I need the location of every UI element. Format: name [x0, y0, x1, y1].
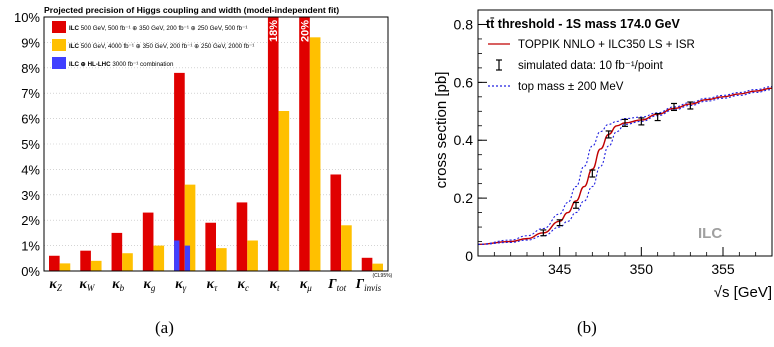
bar-ilc [205, 222, 216, 271]
bar-ilc [111, 232, 123, 271]
caption-a: (a) [155, 318, 174, 337]
panel-b-background [394, 0, 774, 310]
line-chart-legend: tt̄ threshold - 1S mass 174.0 GeV TOPPIK… [486, 17, 695, 93]
x-tick-label: κW [79, 277, 95, 293]
legend-marker-data [496, 59, 502, 71]
legend-title: tt̄ threshold - 1S mass 174.0 GeV [486, 17, 680, 31]
x-tick-label: 355 [711, 261, 735, 277]
y-tick-label: 0 [465, 248, 473, 264]
bar-ilc-upgrade [341, 225, 352, 271]
bar-hllhc [184, 245, 191, 271]
data-point [687, 101, 694, 110]
data-point [654, 113, 661, 122]
bar-ilc [80, 250, 91, 271]
bar-ilc [49, 255, 60, 271]
ilc-watermark: ILC [698, 225, 722, 242]
legend-swatch-ilc [52, 21, 66, 33]
bar-plot-frame [43, 16, 389, 272]
bar-ilc-upgrade [278, 110, 290, 271]
bar-ilc [330, 174, 342, 271]
data-point [638, 117, 645, 126]
legend-label-ilc: ILC 500 GeV, 500 fb⁻¹ ⊕ 350 GeV, 200 fb⁻… [69, 25, 247, 32]
x-tick-superscript: (CL95%) [372, 273, 392, 279]
x-axis-label: √s [GeV] [714, 284, 772, 301]
legend-swatch-hllhc [52, 57, 66, 69]
caption-b: (b) [577, 318, 597, 337]
y-tick-label: 3% [21, 188, 40, 203]
y-tick-label: 4% [21, 162, 40, 177]
ttbar-threshold-chart: cross section [pb] 0 0.2 0.4 0.6 0.8 345 350 3… [394, 0, 774, 310]
bar-ilc-upgrade [216, 248, 227, 271]
bar-ilc [299, 17, 310, 271]
panel-a-background [0, 0, 392, 310]
x-tick-label: κγ [175, 277, 186, 293]
legend-label-ilc-upgrade: ILC 500 GeV, 4000 fb⁻¹ ⊕ 350 GeV, 200 fb… [69, 43, 254, 50]
x-tick-label: Γtot [327, 277, 346, 293]
nnlo-curve [477, 87, 773, 246]
y-tick-label: 5% [21, 137, 40, 152]
x-tick-label: Γinvis [355, 277, 382, 293]
bar-chart-legend: ILC 500 GeV, 500 fb⁻¹ ⊕ 350 GeV, 200 fb⁻… [52, 21, 254, 69]
overflow-value-label: 18% [268, 20, 280, 42]
legend-swatch-ilc-upgrade [52, 39, 66, 51]
data-point [573, 201, 579, 209]
y-tick-label: 0% [21, 264, 40, 279]
bar-chart-title: Projected precision of Higgs coupling an… [44, 5, 339, 15]
line-plot-frame [477, 9, 773, 257]
y-tick-label: 0.2 [454, 190, 474, 206]
data-point [556, 219, 563, 227]
x-tick-label: κμ [300, 277, 312, 293]
legend-label-mass-variation: top mass ± 200 MeV [518, 81, 624, 93]
mass-plus-curve [477, 89, 773, 245]
bar-ilc-upgrade [90, 260, 102, 271]
bar-ilc-upgrade [184, 184, 196, 271]
data-point [589, 169, 596, 178]
overflow-value-label: 20% [300, 20, 312, 42]
bar-ilc-upgrade [59, 263, 71, 271]
y-tick-label: 2% [21, 213, 40, 228]
bar-ilc-upgrade [122, 253, 133, 271]
data-point [540, 229, 547, 237]
x-tick-label: κg [143, 277, 155, 293]
bar-ilc [142, 212, 154, 271]
mass-minus-curve [477, 86, 773, 245]
y-tick-label: 9% [21, 35, 40, 50]
bar-ilc-upgrade [372, 263, 383, 271]
y-tick-label: 8% [21, 61, 40, 76]
bar-ilc [236, 202, 248, 271]
bar-ilc [361, 257, 373, 271]
data-point [671, 102, 677, 112]
data-point [622, 118, 628, 127]
x-tick-label: κb [112, 277, 124, 293]
legend-label-hllhc: ILC ⊕ HL-LHC 3000 fb⁻¹ combination [69, 61, 174, 68]
bar-ilc-upgrade [309, 37, 321, 271]
legend-label-data: simulated data: 10 fb⁻¹/point [518, 60, 664, 72]
y-tick-label: 7% [21, 86, 40, 101]
y-axis-label: cross section [pb] [433, 72, 450, 189]
x-tick-label: 350 [630, 261, 654, 277]
bar-hllhc [174, 240, 180, 271]
bar-ilc [174, 72, 185, 271]
data-point [605, 130, 612, 139]
x-tick-label: κc [238, 277, 249, 293]
bar-ilc [267, 17, 279, 271]
y-tick-label: 1% [21, 239, 40, 254]
y-tick-label: 6% [21, 112, 40, 127]
legend-label-nnlo: TOPPIK NNLO + ILC350 LS + ISR [518, 39, 695, 51]
x-tick-label: 345 [548, 261, 572, 277]
bar-ilc-upgrade [247, 240, 258, 271]
y-tick-label: 0.4 [454, 132, 474, 148]
y-tick-label: 0.6 [454, 74, 474, 90]
x-tick-label: κτ [207, 277, 218, 293]
x-tick-label: κZ [49, 277, 62, 293]
bar-ilc-upgrade [153, 245, 165, 271]
x-tick-label: κt [270, 277, 280, 293]
y-tick-label: 0.8 [454, 16, 474, 32]
higgs-precision-bar-chart: Projected precision of Higgs coupling an… [0, 0, 392, 310]
y-tick-label: 10% [14, 10, 40, 25]
